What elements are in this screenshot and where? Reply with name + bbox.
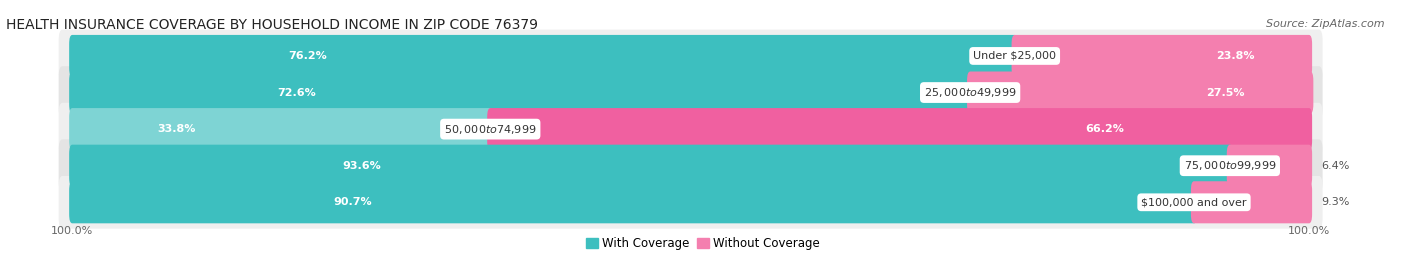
- FancyBboxPatch shape: [59, 66, 1323, 119]
- FancyBboxPatch shape: [59, 176, 1323, 229]
- Legend: With Coverage, Without Coverage: With Coverage, Without Coverage: [581, 232, 825, 255]
- FancyBboxPatch shape: [1191, 181, 1312, 223]
- FancyBboxPatch shape: [69, 35, 1018, 77]
- FancyBboxPatch shape: [1227, 145, 1312, 187]
- Text: Source: ZipAtlas.com: Source: ZipAtlas.com: [1267, 19, 1385, 29]
- FancyBboxPatch shape: [69, 72, 973, 114]
- FancyBboxPatch shape: [59, 139, 1323, 192]
- Text: $75,000 to $99,999: $75,000 to $99,999: [1184, 159, 1277, 172]
- Text: 27.5%: 27.5%: [1206, 87, 1244, 98]
- FancyBboxPatch shape: [59, 103, 1323, 155]
- FancyBboxPatch shape: [967, 72, 1313, 114]
- Text: $50,000 to $74,999: $50,000 to $74,999: [444, 123, 537, 136]
- Text: $100,000 and over: $100,000 and over: [1142, 197, 1247, 207]
- Text: 76.2%: 76.2%: [288, 51, 328, 61]
- Text: 90.7%: 90.7%: [333, 197, 373, 207]
- FancyBboxPatch shape: [1011, 35, 1312, 77]
- Text: 23.8%: 23.8%: [1216, 51, 1254, 61]
- FancyBboxPatch shape: [69, 108, 494, 150]
- Text: 66.2%: 66.2%: [1085, 124, 1123, 134]
- Text: 9.3%: 9.3%: [1322, 197, 1350, 207]
- Text: 93.6%: 93.6%: [342, 161, 381, 171]
- Text: Under $25,000: Under $25,000: [973, 51, 1056, 61]
- Text: 6.4%: 6.4%: [1322, 161, 1350, 171]
- FancyBboxPatch shape: [488, 108, 1312, 150]
- Text: 72.6%: 72.6%: [277, 87, 316, 98]
- FancyBboxPatch shape: [69, 145, 1233, 187]
- Text: HEALTH INSURANCE COVERAGE BY HOUSEHOLD INCOME IN ZIP CODE 76379: HEALTH INSURANCE COVERAGE BY HOUSEHOLD I…: [6, 18, 537, 32]
- FancyBboxPatch shape: [59, 30, 1323, 82]
- Text: 33.8%: 33.8%: [157, 124, 195, 134]
- FancyBboxPatch shape: [69, 181, 1197, 223]
- Text: $25,000 to $49,999: $25,000 to $49,999: [924, 86, 1017, 99]
